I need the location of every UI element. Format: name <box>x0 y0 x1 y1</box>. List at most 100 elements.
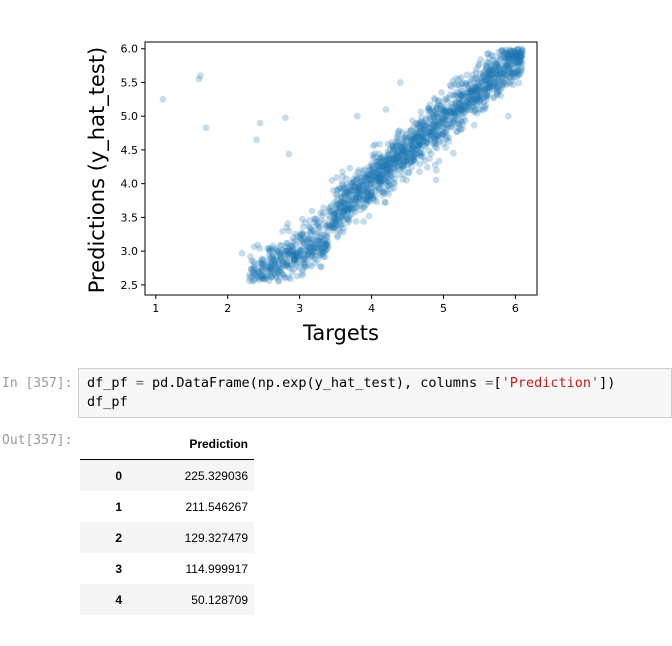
scatter-point <box>409 154 416 161</box>
code-cell[interactable]: df_pf = pd.DataFrame(np.exp(y_hat_test),… <box>78 368 672 418</box>
scatter-point <box>291 255 298 262</box>
scatter-point <box>362 173 370 181</box>
scatter-point <box>324 221 332 229</box>
scatter-point <box>246 274 254 281</box>
scatter-point <box>358 177 365 185</box>
scatter-point <box>473 94 481 101</box>
scatter-point <box>458 118 466 126</box>
scatter-point <box>506 47 514 55</box>
scatter-point <box>394 158 402 166</box>
scatter-point <box>507 69 515 77</box>
scatter-point <box>501 58 509 66</box>
scatter-point <box>430 127 438 135</box>
scatter-point <box>508 54 515 62</box>
scatter-point <box>334 186 342 193</box>
scatter-point <box>343 206 351 214</box>
table-row: 3 114.999917 <box>80 553 254 584</box>
scatter-point <box>502 63 510 70</box>
scatter-point <box>503 55 510 62</box>
scatter-point <box>381 171 389 179</box>
scatter-point <box>465 94 473 102</box>
scatter-point <box>386 181 394 189</box>
scatter-point <box>385 179 393 186</box>
scatter-point <box>446 108 454 116</box>
scatter-point <box>498 73 506 80</box>
scatter-point <box>319 236 327 244</box>
scatter-point <box>436 119 444 126</box>
scatter-point <box>271 257 278 265</box>
scatter-point <box>282 252 289 260</box>
scatter-point <box>411 131 418 139</box>
scatter-point <box>322 246 330 254</box>
scatter-point <box>385 160 393 168</box>
scatter-point <box>505 65 513 73</box>
scatter-point <box>438 113 446 120</box>
scatter-point <box>494 59 501 66</box>
scatter-point <box>390 145 397 153</box>
scatter-point <box>475 106 483 113</box>
scatter-point <box>515 66 523 74</box>
scatter-point <box>458 92 465 100</box>
scatter-point <box>292 252 300 260</box>
scatter-point <box>318 247 326 255</box>
scatter-point <box>516 59 524 67</box>
scatter-point <box>434 100 442 108</box>
scatter-point <box>292 237 299 245</box>
scatter-point <box>394 134 402 142</box>
scatter-point <box>473 101 480 109</box>
scatter-point <box>508 52 515 59</box>
scatter-point <box>260 273 268 280</box>
scatter-point <box>482 65 490 72</box>
scatter-point <box>264 244 272 252</box>
scatter-point <box>383 166 391 174</box>
scatter-point <box>459 103 467 110</box>
scatter-point <box>424 129 432 137</box>
scatter-point <box>492 57 499 64</box>
scatter-point <box>473 93 481 100</box>
scatter-point <box>369 162 377 170</box>
scatter-point <box>285 227 293 235</box>
scatter-point <box>476 87 483 94</box>
scatter-point <box>491 83 499 90</box>
scatter-point <box>358 206 365 214</box>
scatter-point <box>410 156 417 164</box>
scatter-point <box>481 86 488 94</box>
scatter-point <box>517 68 525 75</box>
scatter-point <box>449 104 456 111</box>
scatter-point <box>344 214 351 222</box>
scatter-point <box>518 64 525 71</box>
scatter-point <box>482 62 490 70</box>
scatter-point <box>398 144 406 151</box>
scatter-point <box>436 117 444 125</box>
scatter-point <box>431 108 439 116</box>
scatter-point <box>336 218 344 226</box>
scatter-point <box>299 230 306 238</box>
scatter-point <box>459 92 466 99</box>
scatter-point <box>269 242 277 250</box>
scatter-point <box>460 109 467 116</box>
scatter-point <box>415 122 422 130</box>
scatter-point <box>510 47 518 55</box>
scatter-point <box>284 220 292 228</box>
scatter-point <box>457 100 465 107</box>
scatter-point <box>281 247 289 255</box>
scatter-point <box>500 58 508 66</box>
scatter-point <box>355 188 363 196</box>
scatter-point <box>350 195 358 202</box>
scatter-point <box>267 262 275 270</box>
scatter-point <box>307 228 314 236</box>
scatter-point <box>445 94 453 102</box>
scatter-point <box>455 120 462 127</box>
scatter-point <box>408 147 416 154</box>
scatter-point <box>298 232 305 239</box>
scatter-point <box>518 49 526 57</box>
scatter-point <box>348 187 356 194</box>
scatter-point <box>475 60 483 68</box>
scatter-point <box>494 71 502 78</box>
scatter-point <box>497 64 505 71</box>
scatter-point <box>365 163 373 171</box>
scatter-point <box>442 109 450 117</box>
scatter-point <box>385 166 393 174</box>
scatter-point <box>465 98 473 106</box>
scatter-point <box>489 52 497 60</box>
